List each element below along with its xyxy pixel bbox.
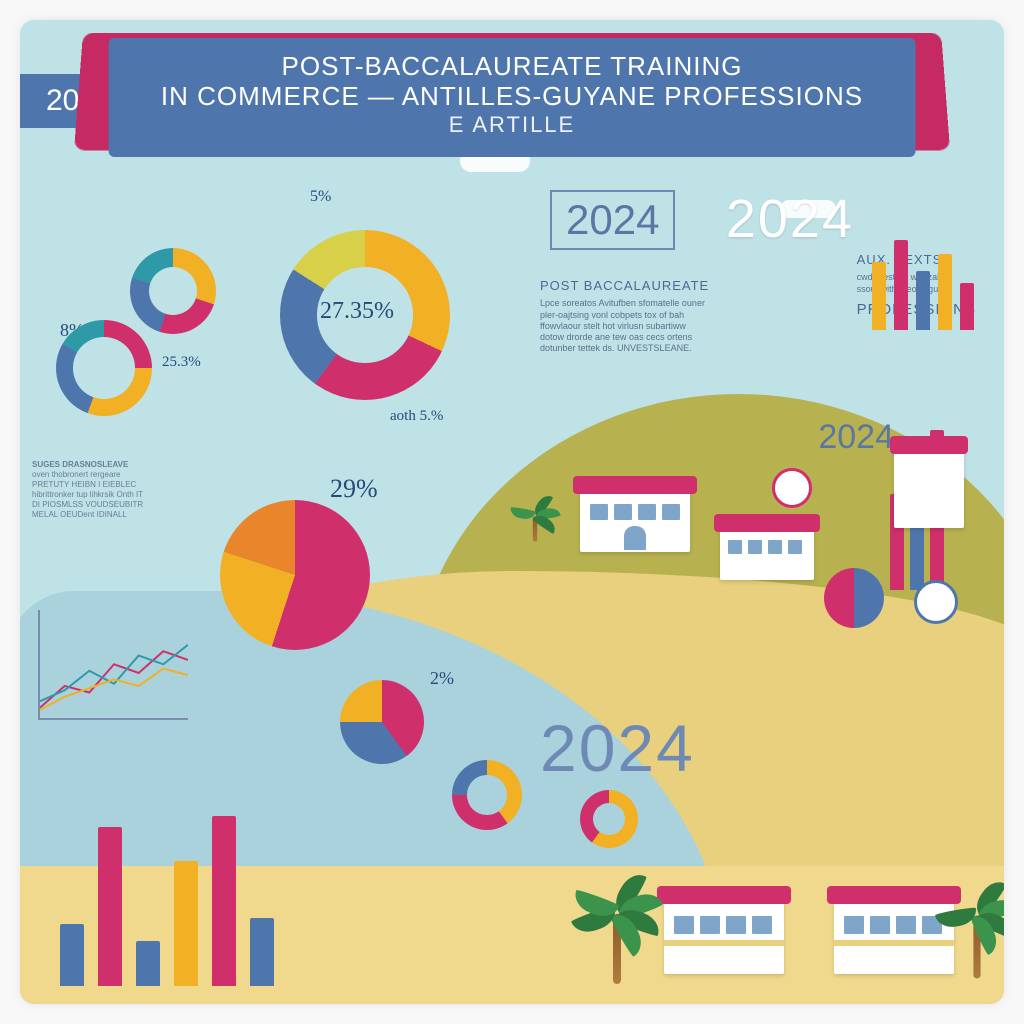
building-icon [664, 900, 784, 974]
infographic-canvas: 2024 POST-BACCALAUREATE TRAINING IN COMM… [20, 20, 1004, 1004]
left-caption-heading: SUGES DRASNOSLEAVE [32, 460, 128, 469]
donut-main-top-pct: 5% [310, 188, 331, 206]
palm-tree-icon [971, 916, 984, 979]
bar [60, 924, 84, 986]
donut-chart-small [130, 248, 216, 334]
swirl-ring-icon [56, 320, 152, 416]
pie-beach-pct: 29% [330, 474, 378, 504]
center-heading: POST BACCALAUREATE [540, 278, 710, 294]
line-chart-svg [40, 610, 188, 719]
donut-chart-sea-c [580, 790, 638, 848]
bar [174, 861, 198, 986]
building-icon [834, 900, 954, 974]
title-banner: POST-BACCALAUREATE TRAINING IN COMMERCE … [109, 38, 916, 157]
pie-chart-beach [220, 500, 370, 650]
line-chart [38, 610, 188, 720]
bar [136, 941, 160, 986]
badge-icon [914, 580, 958, 624]
building-icon [894, 450, 964, 528]
building-icon [720, 528, 814, 580]
year-top-right: 2024 [726, 188, 854, 250]
left-caption: SUGES DRASNOSLEAVE oven thobronert rerge… [32, 460, 152, 520]
bar-chart-bottom-left [60, 816, 274, 986]
bar [98, 827, 122, 986]
year-center-big: 2024 [540, 710, 695, 786]
title-line1: POST-BACCALAUREATE TRAINING [282, 51, 743, 81]
pie-chart-sea-a [340, 680, 424, 764]
donut-main-center-pct: 27.35% [320, 298, 394, 325]
palm-tree-icon [610, 914, 624, 984]
center-text-block: POST BACCALAUREATE Lpce soreatos Avitufb… [540, 278, 710, 355]
small-donut-near-pct: 25.3% [162, 354, 201, 371]
bar [960, 283, 974, 330]
year-mid-right: 2024 [818, 418, 894, 457]
bar [894, 240, 908, 330]
bar-chart-top-right [872, 240, 974, 330]
center-body: Lpce soreatos Avitufben sfomatelle ouner… [540, 298, 705, 353]
pie-sea-a-pct: 2% [430, 668, 454, 689]
building-icon [580, 490, 690, 552]
donut-main-bot-pct: aoth 5.% [390, 408, 443, 425]
bar [250, 918, 274, 986]
donut-chart-sea-b [452, 760, 522, 830]
title-subtitle: E ARTILLE [137, 112, 888, 137]
bar [938, 254, 952, 330]
bar [212, 816, 236, 986]
year-boxed: 2024 [550, 190, 675, 250]
bar [872, 262, 886, 330]
badge-icon [772, 468, 812, 508]
bar [916, 271, 930, 330]
left-caption-body: oven thobronert rergeare PRETUTY HEIBN I… [32, 470, 143, 519]
line-series [40, 645, 188, 701]
palm-tree-icon [531, 516, 539, 541]
pie-chart-hill [824, 568, 884, 628]
title-line2: IN COMMERCE — ANTILLES-GUYANE PROFESSION… [161, 81, 863, 111]
